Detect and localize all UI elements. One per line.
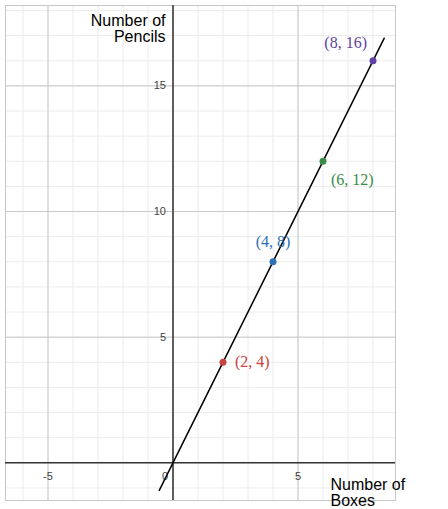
svg-text:(6, 12): (6, 12) [331,171,374,189]
svg-text:Number ofBoxes: Number ofBoxes [331,476,406,509]
svg-text:5: 5 [295,470,301,482]
svg-text:10: 10 [154,205,166,217]
svg-text:Number ofPencils: Number ofPencils [91,12,166,45]
svg-text:0: 0 [161,470,168,483]
svg-text:15: 15 [154,79,166,91]
svg-text:(4, 8): (4, 8) [256,233,291,251]
svg-text:(2, 4): (2, 4) [235,353,270,371]
svg-text:-5: -5 [43,470,53,482]
svg-text:5: 5 [160,331,166,343]
svg-text:(8, 16): (8, 16) [324,34,367,52]
